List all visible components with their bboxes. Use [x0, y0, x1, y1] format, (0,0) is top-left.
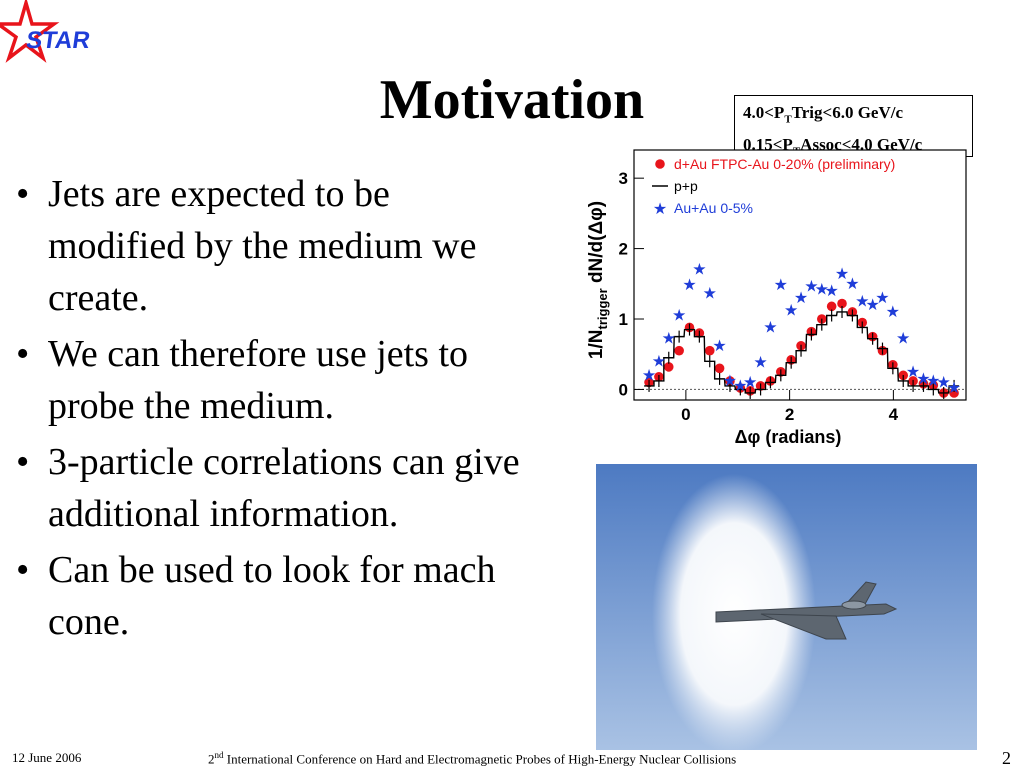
bullet-item: • 3-particle correlations can give additi…	[14, 436, 534, 540]
dau-point	[826, 301, 837, 312]
auau-point: ★	[672, 307, 686, 324]
plot-frame	[633, 149, 967, 401]
auau-point: ★	[763, 319, 777, 336]
auau-point: ★	[794, 290, 808, 307]
auau-point: ★	[926, 373, 940, 390]
auau-point: ★	[652, 353, 666, 370]
footer-conference: 2nd International Conference on Hard and…	[208, 750, 737, 767]
auau-point: ★	[774, 277, 788, 294]
legend-marker-dau	[655, 159, 665, 169]
legend-label: d+Au FTPC-Au 0-20% (preliminary)	[674, 156, 895, 172]
slide-title: Motivation	[379, 69, 645, 131]
fighter-jet	[715, 581, 898, 640]
bullet-dot: •	[16, 549, 30, 591]
bullet-text: We can therefore use jets to probe the m…	[48, 333, 469, 427]
jet-vapor-cone-photo	[596, 464, 977, 750]
y-axis-label: 1/Ntrigger dN/d(Δφ)	[586, 201, 610, 359]
legend-label: Au+Au 0-5%	[674, 200, 753, 216]
star-logo: STAR	[0, 0, 92, 63]
x-axis-label: Δφ (radians)	[735, 427, 842, 447]
dau-point	[704, 345, 715, 356]
dau-point	[949, 388, 959, 398]
dau-point	[674, 345, 684, 356]
auau-point: ★	[916, 371, 930, 388]
legend-label: p+p	[674, 178, 698, 194]
y-tick-label: 2	[619, 240, 628, 259]
auau-point: ★	[784, 303, 798, 320]
bullet-item: • Can be used to look for mach cone.	[14, 544, 534, 648]
auau-point: ★	[824, 283, 838, 300]
auau-point: ★	[835, 266, 849, 283]
page-number: 2	[1002, 748, 1011, 768]
auau-point: ★	[723, 373, 737, 390]
dau-point	[837, 298, 847, 309]
auau-point: ★	[733, 378, 747, 395]
auau-point: ★	[886, 304, 900, 321]
x-tick-label: 0	[681, 405, 690, 424]
trigger-cut-line: 4.0<PTTrig<6.0 GeV/c	[743, 103, 904, 126]
auau-point: ★	[743, 374, 757, 391]
bullet-text: 3-particle correlations can give additio…	[48, 441, 520, 535]
auau-point: ★	[804, 279, 818, 296]
auau-point: ★	[875, 290, 889, 307]
auau-point: ★	[703, 286, 717, 303]
auau-point: ★	[682, 277, 696, 294]
star-logo-text: STAR	[24, 27, 91, 54]
auau-point: ★	[712, 338, 726, 355]
legend-marker-auau: ★	[653, 201, 667, 218]
auau-point: ★	[815, 281, 829, 298]
bullet-text: Can be used to look for mach cone.	[48, 549, 496, 643]
auau-point: ★	[937, 374, 951, 391]
auau-point: ★	[865, 297, 879, 314]
auau-point: ★	[642, 367, 656, 384]
bullet-dot: •	[16, 441, 30, 483]
bullet-item: • We can therefore use jets to probe the …	[14, 328, 534, 432]
bullet-list: • Jets are expected to be modified by the…	[14, 168, 534, 652]
auau-point: ★	[855, 293, 869, 310]
auau-point: ★	[906, 364, 920, 381]
x-tick-label: 4	[889, 405, 899, 424]
y-tick-label: 1	[619, 310, 628, 329]
footer-date: 12 June 2006	[12, 750, 82, 765]
auau-point: ★	[947, 380, 961, 397]
dau-point	[714, 363, 725, 374]
y-tick-label: 3	[619, 169, 628, 188]
y-tick-label: 0	[619, 380, 628, 399]
bullet-item: • Jets are expected to be modified by the…	[14, 168, 534, 324]
bullet-dot: •	[16, 173, 30, 215]
star-logo-star-shape	[0, 0, 60, 63]
auau-point: ★	[896, 331, 910, 348]
auau-point: ★	[845, 276, 859, 293]
slide-footer: 12 June 2006 2nd International Conferenc…	[0, 748, 1024, 768]
dau-point	[663, 362, 674, 372]
auau-point: ★	[692, 262, 706, 279]
auau-point: ★	[662, 331, 676, 348]
auau-point: ★	[753, 355, 767, 372]
x-tick-label: 2	[785, 405, 794, 424]
bullet-dot: •	[16, 333, 30, 375]
bullet-text: Jets are expected to be modified by the …	[48, 173, 477, 319]
